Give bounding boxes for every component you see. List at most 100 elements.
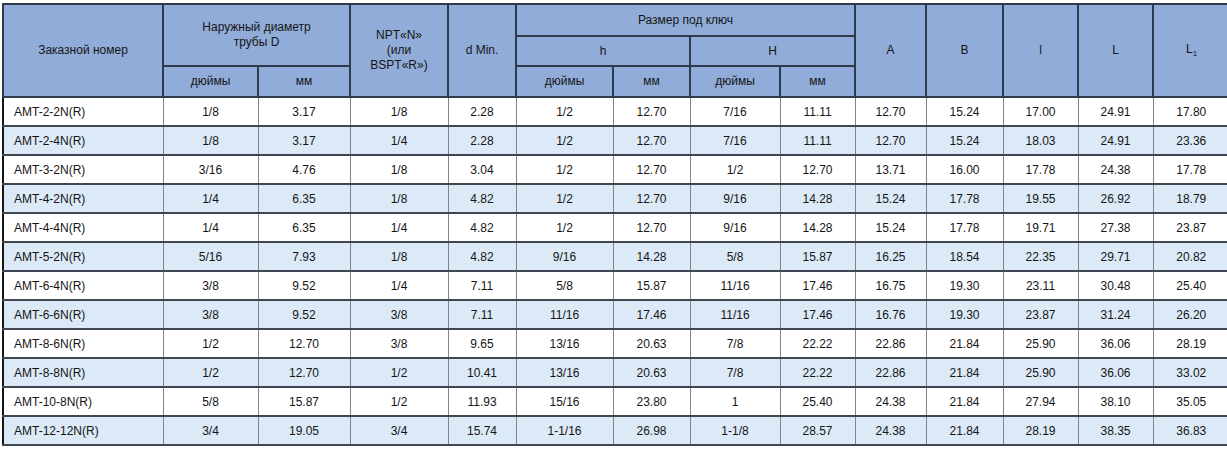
big-l-cell: 29.71 [1078,242,1153,271]
d-mm-cell: 12.70 [258,329,350,358]
h-inches-cell: 1/2 [516,155,613,184]
d-inches-cell: 1/4 [163,213,258,242]
hh-mm-cell: 17.46 [780,300,855,329]
l-cell: 17.78 [1003,155,1078,184]
big-l-cell: 36.06 [1078,329,1153,358]
h-mm-cell: 12.70 [613,184,690,213]
order-number-cell: AMT-6-4N(R) [3,271,163,300]
big-l-cell: 38.10 [1078,387,1153,416]
col-b-header: B [926,4,1003,97]
l1-cell: 18.79 [1153,184,1227,213]
d-min-cell: 10.41 [448,358,516,387]
d-min-cell: 4.82 [448,184,516,213]
h-mm-cell: 17.46 [613,300,690,329]
d-mm-cell: 19.05 [258,416,350,445]
d-min-cell: 2.28 [448,126,516,155]
d-mm-cell: 9.52 [258,271,350,300]
npt-size-cell: 3/8 [350,300,448,329]
l-cell: 23.11 [1003,271,1078,300]
hh-mm-cell: 12.70 [780,155,855,184]
npt-size-cell: 1/2 [350,358,448,387]
h-mm-header: мм [613,66,690,97]
col-a-header: A [855,4,926,97]
hh-inches-cell: 1-1/8 [690,416,780,445]
hh-inches-cell: 1/2 [690,155,780,184]
fitting-dimensions-table: Заказной номер Наружный диаметр трубы D … [2,3,1227,446]
l-cell: 17.00 [1003,97,1078,126]
hh-inches-cell: 9/16 [690,184,780,213]
wrench-size-header: Размер под ключ [516,4,855,36]
d-min-header: d Min. [448,4,516,97]
l1-cell: 20.82 [1153,242,1227,271]
h-lower-header: h [516,36,690,66]
l1-cell: 26.20 [1153,300,1227,329]
hh-inches-cell: 7/16 [690,126,780,155]
hh-mm-cell: 11.11 [780,126,855,155]
hh-inches-header: дюймы [690,66,780,97]
npt-size-cell: 1/8 [350,97,448,126]
h-mm-cell: 14.28 [613,242,690,271]
table-row: AMT-5-2N(R)5/167.931/84.829/1614.285/815… [3,242,1227,271]
npt-size-cell: 1/8 [350,155,448,184]
d-min-cell: 4.82 [448,242,516,271]
hh-mm-cell: 22.22 [780,329,855,358]
h-inches-cell: 9/16 [516,242,613,271]
b-cell: 15.24 [926,126,1003,155]
d-min-cell: 15.74 [448,416,516,445]
a-cell: 12.70 [855,126,926,155]
hh-mm-cell: 22.22 [780,358,855,387]
big-l-cell: 26.92 [1078,184,1153,213]
table-row: AMT-3-2N(R)3/164.761/83.041/212.701/212.… [3,155,1227,184]
l1-cell: 23.36 [1153,126,1227,155]
npt-size-cell: 1/4 [350,126,448,155]
h-inches-cell: 1/2 [516,213,613,242]
l1-cell: 17.78 [1153,155,1227,184]
a-cell: 16.76 [855,300,926,329]
h-mm-cell: 12.70 [613,155,690,184]
npt-size-cell: 1/2 [350,387,448,416]
d-min-cell: 2.28 [448,97,516,126]
b-cell: 16.00 [926,155,1003,184]
col-l1-subscript: 1 [1193,49,1197,58]
hh-inches-cell: 5/8 [690,242,780,271]
hh-mm-cell: 11.11 [780,97,855,126]
d-inches-cell: 3/8 [163,300,258,329]
hh-inches-cell: 9/16 [690,213,780,242]
b-cell: 21.84 [926,416,1003,445]
hh-mm-cell: 17.46 [780,271,855,300]
l1-cell: 17.80 [1153,97,1227,126]
a-cell: 24.38 [855,416,926,445]
h-inches-cell: 13/16 [516,358,613,387]
big-l-cell: 36.06 [1078,358,1153,387]
l-cell: 23.87 [1003,300,1078,329]
h-inches-cell: 5/8 [516,271,613,300]
order-number-cell: AMT-12-12N(R) [3,416,163,445]
l-cell: 18.03 [1003,126,1078,155]
a-cell: 16.75 [855,271,926,300]
b-cell: 21.84 [926,387,1003,416]
order-number-cell: AMT-4-2N(R) [3,184,163,213]
order-number-cell: AMT-5-2N(R) [3,242,163,271]
big-l-cell: 30.48 [1078,271,1153,300]
d-min-cell: 3.04 [448,155,516,184]
a-cell: 16.25 [855,242,926,271]
hh-inches-cell: 1 [690,387,780,416]
d-mm-cell: 6.35 [258,184,350,213]
table-header: Заказной номер Наружный диаметр трубы D … [3,4,1227,97]
d-min-cell: 4.82 [448,213,516,242]
order-number-cell: AMT-4-4N(R) [3,213,163,242]
d-inches-header: дюймы [163,66,258,97]
d-min-cell: 7.11 [448,271,516,300]
l-cell: 28.19 [1003,416,1078,445]
table-row: AMT-2-4N(R)1/83.171/42.281/212.707/1611.… [3,126,1227,155]
col-l-header: l [1003,4,1078,97]
d-min-cell: 7.11 [448,300,516,329]
h-mm-cell: 20.63 [613,329,690,358]
npt-size-cell: 1/4 [350,271,448,300]
hh-mm-cell: 15.87 [780,242,855,271]
order-number-cell: AMT-6-6N(R) [3,300,163,329]
d-inches-cell: 3/8 [163,271,258,300]
h-mm-cell: 12.70 [613,126,690,155]
outer-diameter-label: Наружный диаметр трубы D [194,20,319,50]
col-l1-header: L1 [1153,4,1227,97]
